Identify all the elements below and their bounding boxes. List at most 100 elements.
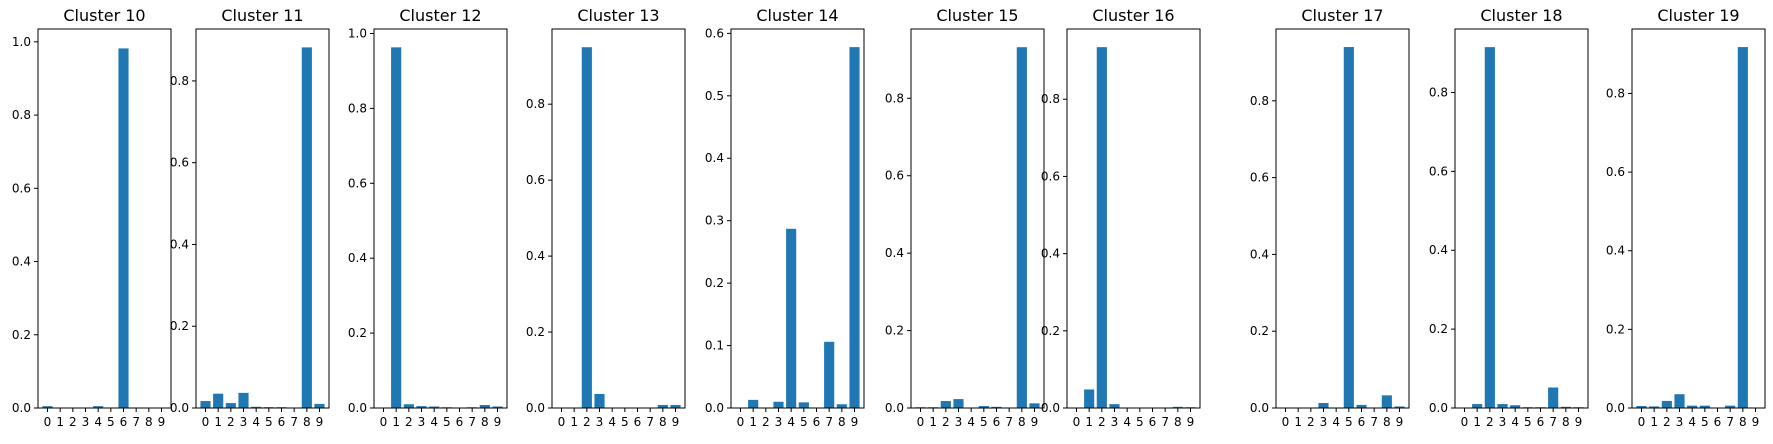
bar-1 — [748, 399, 759, 408]
bar-4 — [429, 406, 440, 408]
chart-title: Cluster 15 — [936, 6, 1018, 25]
y-tick-label: 0.2 — [348, 326, 367, 340]
x-tick-label: 2 — [583, 415, 591, 429]
x-tick-label: 8 — [1018, 415, 1026, 429]
x-tick-label: 3 — [596, 415, 604, 429]
chart-cluster-1: Cluster 11 0.0 0.2 0.4 0.6 0.8 0 1 2 3 4 5 6 7 8 9 — [170, 6, 330, 429]
x-tick-label: 0 — [558, 415, 566, 429]
bar-4 — [1687, 405, 1698, 408]
x-tick-label: 4 — [252, 415, 260, 429]
y-tick-label: 0.6 — [1429, 164, 1448, 178]
x-tick-label: 3 — [1111, 415, 1119, 429]
x-tick-label: 2 — [1307, 415, 1315, 429]
x-tick-label: 8 — [1383, 415, 1391, 429]
y-tick-label: 0.0 — [348, 401, 367, 415]
x-tick-label: 9 — [1187, 415, 1195, 429]
chart-title: Cluster 14 — [756, 6, 838, 25]
chart-cluster-2: Cluster 12 0.0 0.2 0.4 0.6 0.8 1.0 0 1 2 3 4 5 6 7 8 9 — [348, 6, 508, 429]
bar-5 — [978, 406, 989, 408]
x-tick-label: 5 — [1136, 415, 1144, 429]
x-tick-label: 0 — [737, 415, 745, 429]
x-tick-label: 7 — [1161, 415, 1169, 429]
x-tick-label: 3 — [82, 415, 90, 429]
plot-frame — [1631, 28, 1766, 409]
bar-9 — [1029, 403, 1040, 408]
y-tick-label: 0.4 — [1250, 247, 1269, 261]
y-tick-label: 0.2 — [1606, 322, 1625, 336]
x-tick-label: 8 — [1562, 415, 1570, 429]
bar-5 — [798, 402, 809, 408]
bar-1 — [1649, 406, 1660, 408]
x-tick-label: 2 — [405, 415, 413, 429]
x-tick-label: 0 — [1638, 415, 1646, 429]
x-tick-label: 8 — [481, 415, 489, 429]
x-tick-label: 0 — [380, 415, 388, 429]
y-tick-label: 0.0 — [1250, 401, 1269, 415]
bar-4 — [786, 228, 797, 408]
x-tick-label: 5 — [265, 415, 273, 429]
bar-4 — [1510, 405, 1521, 408]
x-tick-label: 6 — [634, 415, 642, 429]
x-tick-label: 6 — [813, 415, 821, 429]
bar-7 — [824, 341, 835, 408]
bar-8 — [1172, 406, 1183, 408]
x-tick-label: 3 — [1676, 415, 1684, 429]
y-tick-label: 0.6 — [1041, 169, 1060, 183]
x-tick-label: 3 — [955, 415, 963, 429]
bar-7 — [1725, 405, 1736, 408]
x-tick-label: 4 — [967, 415, 975, 429]
x-tick-label: 9 — [672, 415, 680, 429]
x-tick-label: 7 — [1549, 415, 1557, 429]
x-tick-label: 6 — [278, 415, 286, 429]
bar-5 — [1343, 47, 1354, 409]
x-tick-label: 1 — [1294, 415, 1302, 429]
x-tick-label: 9 — [1031, 415, 1039, 429]
x-tick-label: 7 — [1370, 415, 1378, 429]
bar-0 — [1636, 406, 1647, 408]
bar-9 — [849, 47, 860, 408]
x-tick-label: 5 — [800, 415, 808, 429]
x-tick-label: 2 — [942, 415, 950, 429]
x-tick-label: 5 — [1701, 415, 1709, 429]
bar-3 — [1109, 404, 1120, 408]
x-tick-label: 9 — [316, 415, 324, 429]
x-tick-label: 0 — [1461, 415, 1469, 429]
y-tick-label: 0.8 — [1606, 86, 1625, 100]
y-tick-label: 0.0 — [885, 401, 904, 415]
x-tick-label: 6 — [120, 415, 128, 429]
x-tick-label: 8 — [838, 415, 846, 429]
x-tick-label: 7 — [646, 415, 654, 429]
x-tick-label: 5 — [980, 415, 988, 429]
x-tick-label: 4 — [1511, 415, 1519, 429]
y-tick-label: 0.6 — [348, 176, 367, 190]
bar-1 — [1084, 389, 1095, 408]
y-tick-label: 0.4 — [12, 255, 31, 269]
y-tick-label: 0.2 — [1041, 324, 1060, 338]
x-tick-label: 1 — [392, 415, 400, 429]
y-tick-label: 0.8 — [348, 101, 367, 115]
y-tick-label: 0.4 — [705, 151, 724, 165]
y-tick-label: 0.1 — [705, 339, 724, 353]
x-tick-label: 2 — [1663, 415, 1671, 429]
y-tick-label: 0.2 — [1429, 322, 1448, 336]
bar-1 — [391, 47, 402, 408]
y-tick-label: 0.6 — [1250, 171, 1269, 185]
y-tick-label: 0.2 — [526, 325, 545, 339]
y-tick-label: 0.2 — [170, 319, 189, 333]
x-tick-label: 8 — [1739, 415, 1747, 429]
bar-1 — [213, 393, 224, 408]
bar-9 — [1394, 406, 1405, 408]
plot-frame — [551, 28, 686, 409]
bar-2 — [1484, 47, 1495, 409]
y-tick-label: 0.4 — [885, 246, 904, 260]
bar-3 — [416, 406, 427, 408]
x-tick-label: 0 — [917, 415, 925, 429]
x-tick-label: 0 — [202, 415, 210, 429]
x-tick-label: 5 — [1345, 415, 1353, 429]
bar-8 — [1560, 406, 1571, 408]
bar-2 — [225, 403, 236, 408]
bar-8 — [1016, 47, 1027, 408]
x-tick-label: 3 — [775, 415, 783, 429]
chart-title: Cluster 16 — [1092, 6, 1174, 25]
